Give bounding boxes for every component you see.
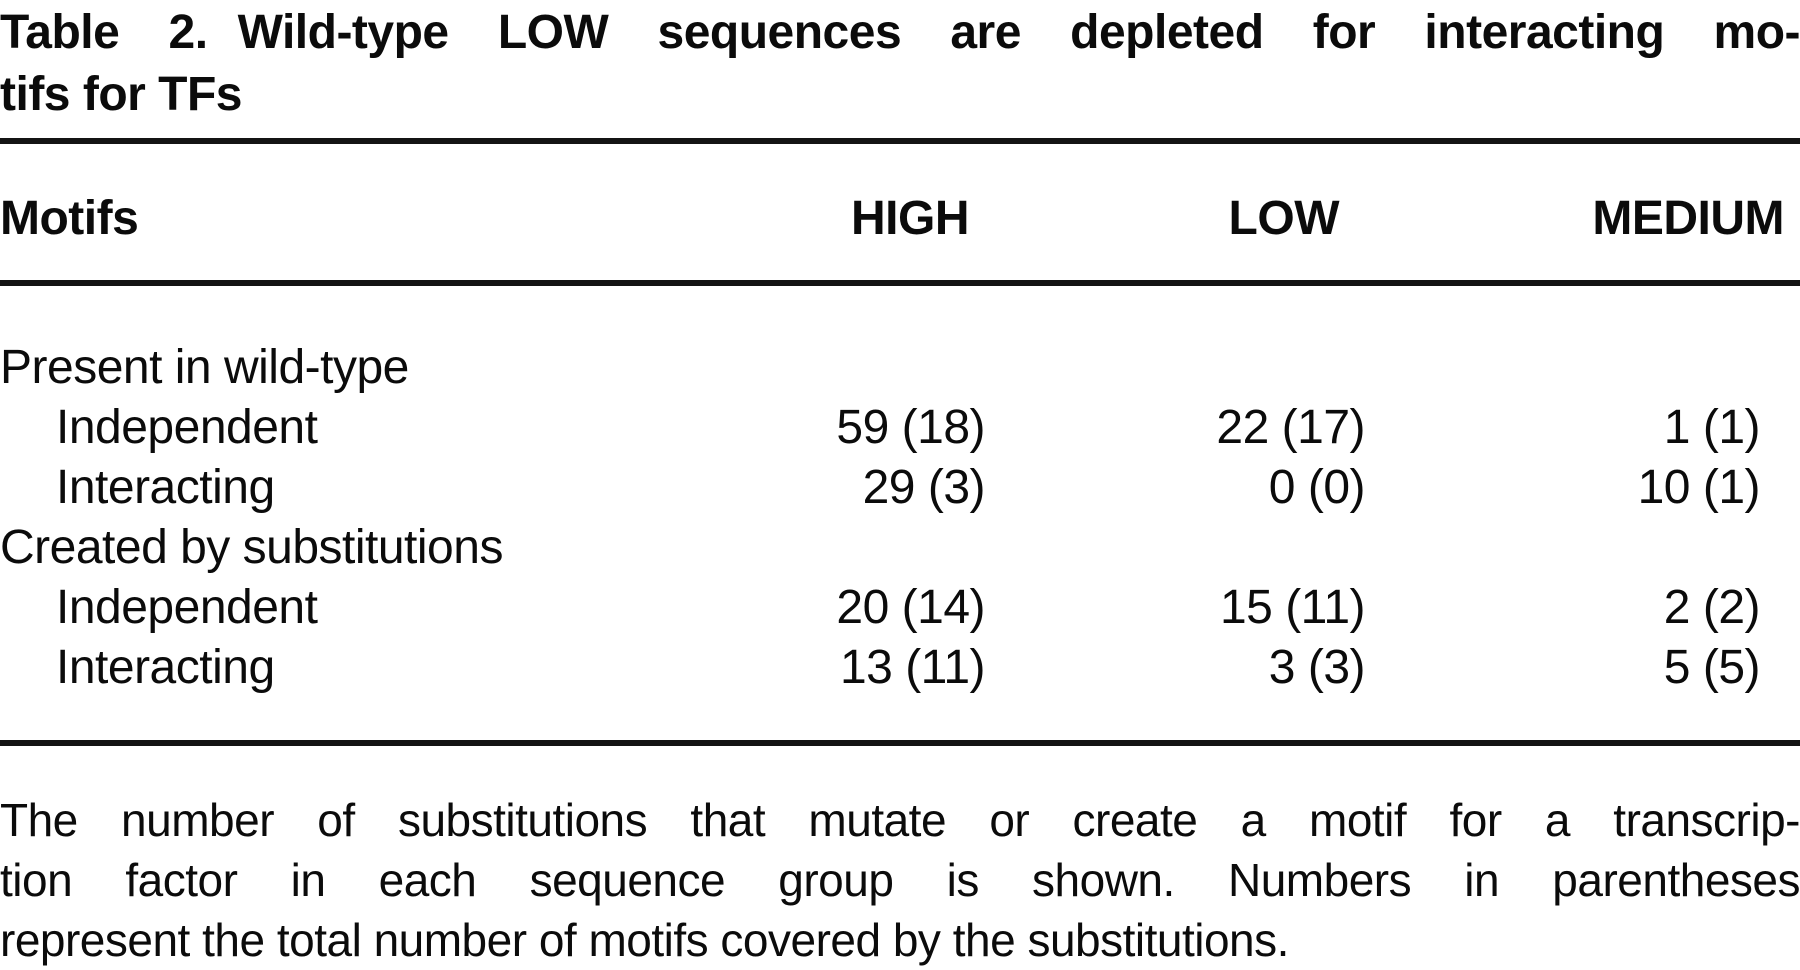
table-body: Present in wild-type Independent 59 (18)… [0, 286, 1800, 740]
table-row: Interacting 29 (3) 0 (0) 10 (1) [0, 458, 1800, 518]
section-header-row: Created by substitutions [0, 518, 1800, 578]
empty-cell [985, 518, 1365, 578]
cell-high: 59 (18) [836, 401, 985, 454]
row-label: Independent [56, 581, 318, 634]
table-footnote: The number of substitutions that mutate … [0, 790, 1800, 970]
section-header-row: Present in wild-type [0, 338, 1800, 398]
table-title-line-2: tifs for TFs [0, 68, 243, 121]
table-title-text: Wild-type LOW sequences are depleted for… [237, 6, 1800, 59]
footnote-line-3: represent the total number of motifs cov… [0, 914, 1289, 966]
row-label: Independent [56, 401, 318, 454]
row-label: Interacting [56, 641, 275, 694]
cell-medium: 1 (1) [1663, 401, 1761, 454]
table-title: Table 2. Wild-type LOW sequences are depl… [0, 2, 1800, 126]
column-header-high: HIGH [851, 192, 970, 245]
section-header-label: Created by substitutions [0, 521, 503, 574]
column-header-low: LOW [1228, 192, 1340, 245]
column-header-row: Motifs HIGH LOW MEDIUM [0, 144, 1800, 280]
column-header-medium-label: MEDIUM [1592, 192, 1784, 245]
cell-medium: 10 (1) [1637, 461, 1761, 514]
cell-low: 0 (0) [1268, 461, 1366, 514]
section-header-label: Present in wild-type [0, 341, 409, 394]
empty-cell [685, 338, 985, 398]
cell-high: 29 (3) [862, 461, 986, 514]
cell-low: 15 (11) [1219, 581, 1366, 634]
cell-high: 20 (14) [836, 581, 985, 634]
column-header-medium: MEDIUM [1365, 192, 1784, 246]
table-row: Independent 20 (14) 15 (11) 2 (2) [0, 578, 1800, 638]
row-label: Interacting [56, 461, 275, 514]
cell-low: 22 (17) [1216, 401, 1365, 454]
cell-low: 3 (3) [1268, 641, 1366, 694]
empty-cell [985, 338, 1365, 398]
cell-high: 13 (11) [839, 641, 986, 694]
column-header-motifs: Motifs [0, 192, 139, 245]
cell-medium: 2 (2) [1663, 581, 1761, 634]
table-number-label: Table 2. [0, 6, 208, 59]
footnote-line-2: tion factor in each sequence group is sh… [0, 854, 1800, 906]
footnote-line-1: The number of substitutions that mutate … [0, 794, 1800, 846]
top-rule [0, 138, 1800, 144]
empty-cell [685, 518, 985, 578]
bottom-rule [0, 740, 1800, 746]
table-row: Interacting 13 (11) 3 (3) 5 (5) [0, 638, 1800, 698]
empty-cell [1365, 338, 1760, 398]
table-title-line-1: Table 2. Wild-type LOW sequences are depl… [0, 2, 1800, 64]
header-rule [0, 280, 1800, 286]
cell-medium: 5 (5) [1663, 641, 1761, 694]
table-row: Independent 59 (18) 22 (17) 1 (1) [0, 398, 1800, 458]
empty-cell [1365, 518, 1760, 578]
